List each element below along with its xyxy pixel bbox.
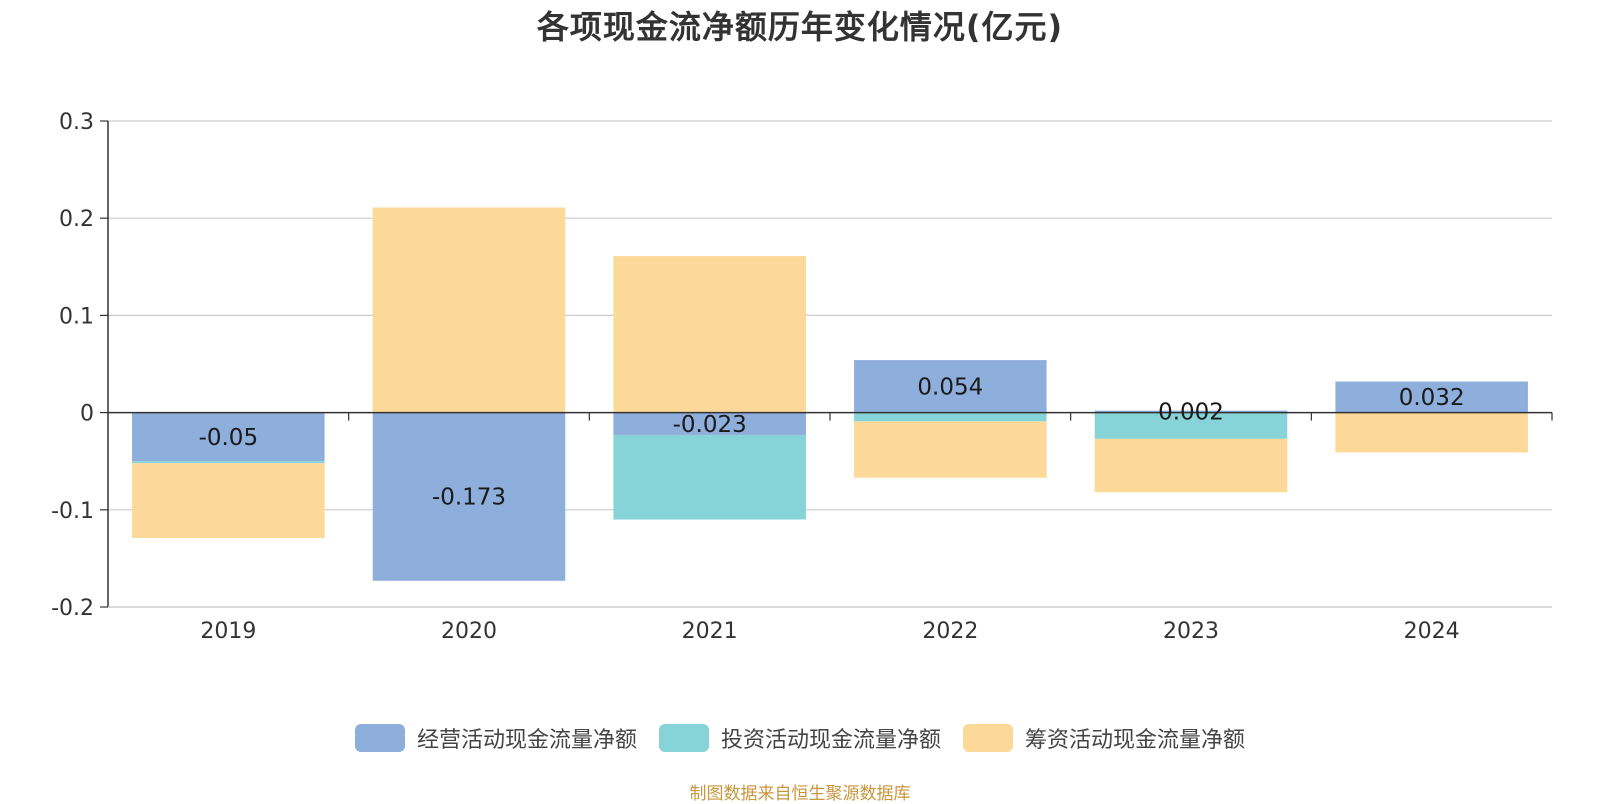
bar-2024-series-2 (1335, 412, 1528, 453)
data-label-2022: 0.054 (917, 374, 983, 400)
data-label-2023: 0.002 (1158, 400, 1224, 426)
x-tick-label-2019: 2019 (200, 619, 256, 644)
y-tick-label: -0.2 (51, 596, 94, 621)
bar-2023-series-1 (1094, 412, 1288, 439)
chart-title: 各项现金流净额历年变化情况(亿元) (536, 8, 1064, 46)
x-tick-label-2020: 2020 (441, 619, 497, 644)
legend-label-investing: 投资活动现金流量净额 (720, 728, 941, 753)
y-tick-label: 0.1 (59, 304, 94, 329)
x-tick-label-2024: 2024 (1404, 619, 1460, 644)
legend-label-financing: 筹资活动现金流量净额 (1025, 728, 1246, 753)
y-tick-label: 0.3 (59, 110, 94, 135)
data-source-note: 制图数据来自恒生聚源数据库 (689, 784, 911, 804)
x-tick-label-2023: 2023 (1163, 619, 1219, 644)
bar-2023-series-2 (1094, 438, 1288, 493)
legend-item-investing[interactable]: 投资活动现金流量净额 (658, 722, 941, 754)
bar-2024-series-0 (1335, 381, 1528, 413)
legend-item-financing[interactable]: 筹资活动现金流量净额 (963, 722, 1245, 754)
data-label-2020: -0.173 (432, 485, 506, 511)
bar-2020-series-2 (372, 207, 566, 413)
bar-2022-series-1 (854, 412, 1047, 422)
x-tick-label-2021: 2021 (682, 619, 738, 644)
y-tick-label: -0.1 (51, 499, 94, 524)
legend-swatch-operating (354, 724, 405, 752)
bar-2019-series-2 (132, 463, 325, 538)
y-tick-label: 0 (80, 402, 94, 427)
bar-2021-series-0 (613, 412, 806, 435)
legend-label-operating: 经营活动现金流量净额 (416, 728, 637, 753)
y-tick-label: 0.2 (59, 207, 94, 232)
bar-2023-series-0 (1094, 410, 1288, 413)
data-label-2024: 0.032 (1399, 385, 1465, 411)
bar-2022-series-2 (854, 421, 1047, 478)
data-label-2021: -0.023 (673, 412, 747, 438)
legend-item-operating[interactable]: 经营活动现金流量净额 (354, 722, 637, 754)
x-tick-label-2022: 2022 (922, 619, 978, 644)
bar-2021-series-1 (613, 434, 806, 520)
bar-2019-series-0 (132, 412, 325, 462)
bar-2019-series-1 (132, 461, 325, 464)
legend-swatch-investing (658, 724, 709, 752)
legend: 经营活动现金流量净额 投资活动现金流量净额 筹资活动现金流量净额 (0, 722, 1600, 754)
bar-2020-series-0 (372, 412, 566, 581)
data-label-2019: -0.05 (199, 425, 259, 451)
bar-2022-series-0 (854, 360, 1047, 413)
legend-swatch-financing (963, 724, 1013, 752)
bar-2021-series-2 (613, 256, 806, 413)
